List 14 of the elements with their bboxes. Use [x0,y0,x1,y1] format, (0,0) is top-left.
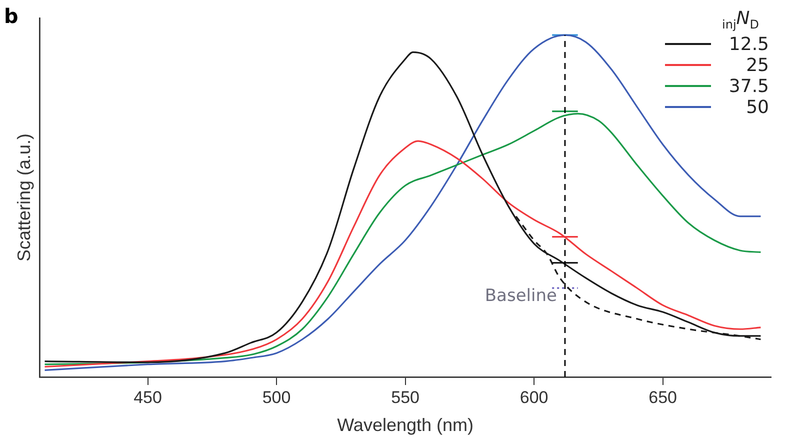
legend-label: 25 [745,54,769,76]
x-axis-title: Wavelength (nm) [337,415,474,436]
x-tick-label: 500 [262,388,291,407]
annotation: Baseline [484,286,557,306]
y-axis-title: Scattering (a.u.) [14,133,34,262]
legend-label: 50 [745,96,769,118]
legend-label: 12.5 [728,34,769,55]
legend-label: 37.5 [728,76,769,97]
x-tick-label: 650 [648,388,678,407]
legend-title: $_{inj}$N$_{D}$ [721,8,759,32]
x-tick-label: 600 [520,388,548,407]
text: b [4,4,18,28]
x-tick-label: 550 [391,388,420,407]
x-tick-label: 450 [134,388,162,407]
